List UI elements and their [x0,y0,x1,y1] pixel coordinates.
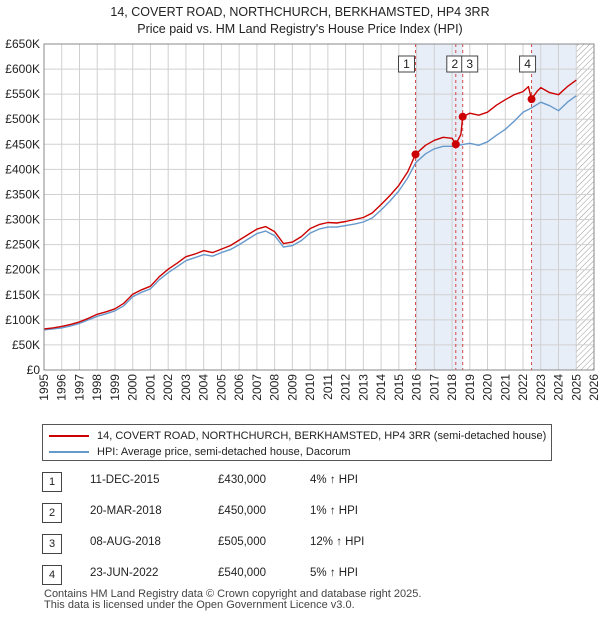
x-tick-label: 2005 [214,374,228,401]
y-tick-label: £100K [5,313,40,327]
sale-point [527,95,536,104]
sale-label-number: 1 [403,57,410,71]
sale-price: £430,000 [218,474,266,486]
x-tick-label: 2026 [587,374,600,401]
x-tick-label: 2020 [481,374,495,401]
x-tick-label: 2013 [356,374,370,401]
x-tick-label: 2016 [410,374,424,401]
x-tick-label: 2007 [250,374,264,401]
sale-point [411,150,420,159]
title-line-1: 14, COVERT ROAD, NORTHCHURCH, BERKHAMSTE… [110,5,490,19]
sale-number-badge: 1 [42,472,62,492]
sale-point [458,112,467,121]
x-tick-label: 2000 [126,374,140,401]
x-tick-label: 2002 [161,374,175,401]
table-row: 2 20-MAR-2018 £450,000 1% ↑ HPI [42,503,462,523]
x-tick-label: 2021 [498,374,512,401]
price-series-line [43,79,577,330]
sale-label-number: 3 [466,57,473,71]
sale-price: £450,000 [218,505,266,517]
x-tick-label: 2004 [197,374,211,401]
sale-date: 20-MAR-2018 [90,505,162,517]
x-tick-label: 2025 [569,374,583,401]
legend-item-price: 14, COVERT ROAD, NORTHCHURCH, BERKHAMSTE… [49,428,546,444]
legend-label-hpi: HPI: Average price, semi-detached house,… [97,446,351,458]
footer-license: This data is licensed under the Open Gov… [44,599,355,611]
x-tick-label: 2022 [516,374,530,401]
sale-period-shading [415,44,463,370]
sale-hpi-diff: 5% ↑ HPI [310,567,358,579]
sale-price: £505,000 [218,536,266,548]
sale-point [451,140,460,149]
y-tick-label: £250K [5,238,40,252]
sale-number-badge: 2 [42,503,62,523]
chart-title: 14, COVERT ROAD, NORTHCHURCH, BERKHAMSTE… [0,4,600,38]
y-tick-label: £50K [12,338,40,352]
legend-swatch-hpi [49,451,89,454]
x-tick-label: 2017 [427,374,441,401]
legend-swatch-price [49,435,89,438]
y-tick-label: £150K [5,288,40,302]
y-tick-label: £400K [5,162,40,176]
table-row: 4 23-JUN-2022 £540,000 5% ↑ HPI [42,565,462,585]
title-line-2: Price paid vs. HM Land Registry's House … [137,22,463,36]
x-tick-label: 2011 [321,374,335,400]
x-tick-label: 2009 [285,374,299,401]
table-row: 3 08-AUG-2018 £505,000 12% ↑ HPI [42,534,462,554]
plot-frame [43,43,595,371]
sale-label-number: 4 [524,57,531,71]
forecast-hatch [576,44,594,370]
x-tick-label: 2012 [339,374,353,401]
sale-date: 08-AUG-2018 [90,536,161,548]
x-tick-label: 1995 [37,374,51,401]
y-tick-label: £300K [5,213,40,227]
y-tick-label: £500K [5,112,40,126]
sale-date: 23-JUN-2022 [90,567,159,579]
y-tick-label: £0 [27,363,41,377]
x-tick-label: 2014 [374,374,388,401]
x-tick-label: 1998 [90,374,104,401]
sale-label-box [398,55,416,73]
legend: 14, COVERT ROAD, NORTHCHURCH, BERKHAMSTE… [42,424,552,461]
sale-period-shading [531,44,577,370]
hpi-series-line [43,95,577,331]
x-tick-label: 2019 [463,374,477,401]
x-tick-label: 2024 [552,374,566,401]
y-tick-label: £200K [5,263,40,277]
sale-number-badge: 3 [42,534,62,554]
y-tick-label: £650K [5,37,40,51]
x-tick-label: 1999 [108,374,122,401]
y-tick-label: £450K [5,137,40,151]
x-tick-label: 2003 [179,374,193,401]
x-tick-label: 2006 [232,374,246,401]
y-tick-label: £350K [5,187,40,201]
x-tick-label: 2023 [534,374,548,401]
sale-label-box [519,55,537,73]
sale-hpi-diff: 4% ↑ HPI [310,474,358,486]
legend-label-price: 14, COVERT ROAD, NORTHCHURCH, BERKHAMSTE… [97,430,547,442]
x-tick-label: 1996 [55,374,69,401]
x-tick-label: 2001 [143,374,157,401]
sale-label-number: 2 [451,57,458,71]
table-row: 1 11-DEC-2015 £430,000 4% ↑ HPI [42,472,462,492]
plot-background [44,44,594,370]
footer: Contains HM Land Registry data © Crown c… [44,589,421,611]
sale-hpi-diff: 12% ↑ HPI [310,536,365,548]
footer-copyright: Contains HM Land Registry data © Crown c… [44,588,422,600]
y-tick-label: £600K [5,62,40,76]
x-tick-label: 2015 [392,374,406,401]
sale-date: 11-DEC-2015 [90,474,160,486]
legend-item-hpi: HPI: Average price, semi-detached house,… [49,444,351,460]
x-tick-label: 2010 [303,374,317,401]
sale-label-box [461,55,479,73]
sale-number-badge: 4 [42,565,62,585]
x-tick-label: 1997 [72,374,86,401]
sale-hpi-diff: 1% ↑ HPI [310,505,358,517]
y-tick-label: £550K [5,87,40,101]
sale-price: £540,000 [218,567,266,579]
x-tick-label: 2008 [268,374,282,401]
x-tick-label: 2018 [445,374,459,401]
